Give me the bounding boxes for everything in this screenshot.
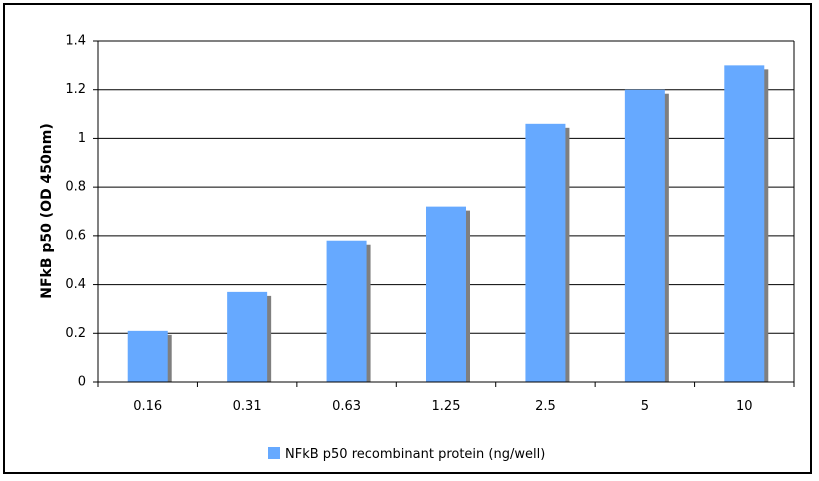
legend: NFkB p50 recombinant protein (ng/well) bbox=[268, 447, 545, 462]
bars bbox=[127, 65, 765, 383]
chart-frame bbox=[3, 3, 812, 474]
y-tick-label: 0 bbox=[78, 375, 86, 390]
bar bbox=[624, 89, 665, 382]
y-tick-label: 1 bbox=[78, 131, 86, 146]
y-axis-label: NFkB p50 (OD 450nm) bbox=[39, 123, 55, 299]
x-tick-label: 0.31 bbox=[233, 399, 262, 414]
y-tick-label: 0.4 bbox=[65, 277, 86, 292]
axes bbox=[93, 40, 795, 387]
y-tick-label: 0.8 bbox=[65, 180, 86, 195]
x-tick-label: 5 bbox=[641, 399, 649, 414]
legend-label: NFkB p50 recombinant protein (ng/well) bbox=[285, 447, 545, 462]
x-tick-label: 1.25 bbox=[432, 399, 461, 414]
x-tick-label: 0.63 bbox=[332, 399, 361, 414]
y-tick-labels: 0 0.2 0.4 0.6 0.8 1 1.2 1.4 bbox=[65, 34, 86, 390]
bar bbox=[227, 291, 268, 382]
gridlines bbox=[98, 40, 795, 382]
bar bbox=[326, 240, 367, 382]
y-tick-label: 1.2 bbox=[65, 82, 86, 97]
x-tick-label: 2.5 bbox=[535, 399, 556, 414]
x-tick-label: 0.16 bbox=[133, 399, 162, 414]
x-tick-label: 10 bbox=[736, 399, 753, 414]
y-tick-label: 1.4 bbox=[65, 34, 86, 49]
x-tick-labels: 0.16 0.31 0.63 1.25 2.5 5 10 bbox=[133, 399, 752, 414]
bar bbox=[127, 330, 168, 382]
bar bbox=[525, 123, 566, 383]
bar bbox=[426, 206, 466, 382]
legend-swatch bbox=[268, 447, 280, 459]
y-tick-label: 0.2 bbox=[65, 326, 86, 341]
y-tick-label: 0.6 bbox=[65, 228, 86, 243]
bar bbox=[724, 65, 765, 382]
